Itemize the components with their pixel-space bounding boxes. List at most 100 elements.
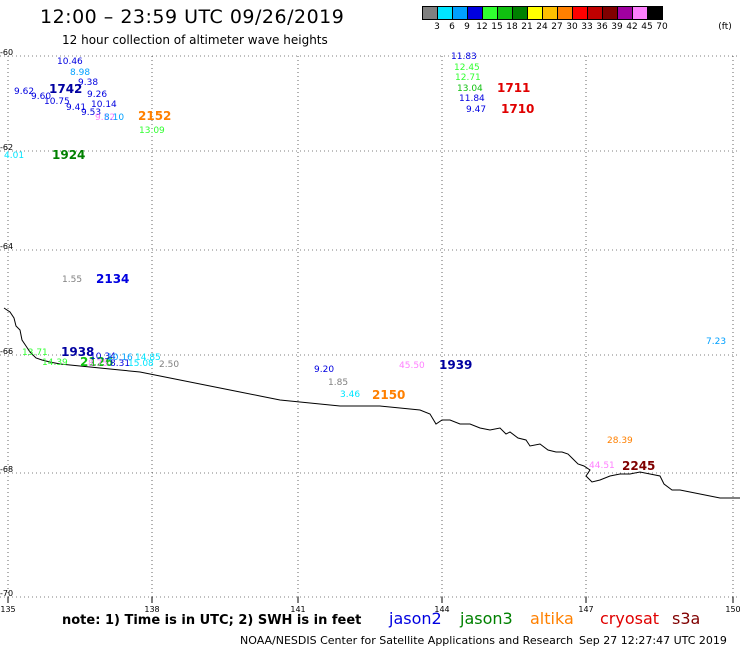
graticule: 135 138 141 144 147 150 -60 -62 -64 -66 -68 -70 xyxy=(0,48,740,614)
color-swatch xyxy=(557,6,573,20)
observation-wave-height: 8.31 xyxy=(110,359,130,369)
observation-wave-height: 10.34 xyxy=(90,352,116,362)
color-scale-label: 6 xyxy=(449,22,455,32)
observation-wave-height: 15.08 xyxy=(128,359,154,369)
observation-wave-height: 44.51 xyxy=(589,461,615,471)
observation-wave-height: 12.71 xyxy=(455,73,481,83)
color-swatch xyxy=(617,6,633,20)
observation-wave-height: 9.60 xyxy=(31,92,51,102)
latitude-tick-label: -68 xyxy=(0,465,13,474)
observation-wave-height: 8.10 xyxy=(104,113,124,123)
observation-wave-height: 13.04 xyxy=(457,84,483,94)
longitude-tick-label: 138 xyxy=(144,605,159,614)
latitude-tick-label: -62 xyxy=(0,143,13,152)
color-swatch xyxy=(512,6,528,20)
color-scale-label: 36 xyxy=(596,22,608,32)
observation-wave-height: 14.85 xyxy=(135,353,161,363)
observation-wave-height: 10.75 xyxy=(44,97,70,107)
longitude-tick-label: 150 xyxy=(725,605,740,614)
color-scale-label: 27 xyxy=(551,22,563,32)
observation-time-label: 1939 xyxy=(439,358,472,372)
observation-wave-height: 8.75 xyxy=(88,359,108,369)
longitude-tick-label: 144 xyxy=(434,605,449,614)
satellite-legend-item: jason3 xyxy=(460,609,513,628)
color-scale-label: 70 xyxy=(656,22,668,32)
observation-wave-height: 10.14 xyxy=(91,100,117,110)
color-swatch xyxy=(422,6,438,20)
longitude-tick-label: 141 xyxy=(290,605,305,614)
observation-wave-height: 11.83 xyxy=(451,52,477,62)
satellite-legend-item: jason2 xyxy=(389,609,442,628)
latitude-tick-label: -64 xyxy=(0,242,13,251)
latitude-tick-label: -70 xyxy=(0,589,13,598)
antarctic-coastline xyxy=(3,307,740,499)
observation-wave-height: 9.38 xyxy=(78,78,98,88)
latitude-tick-label: -66 xyxy=(0,347,13,356)
color-swatch xyxy=(542,6,558,20)
observation-wave-height: 9.47 xyxy=(466,105,486,115)
observation-wave-height: 45.50 xyxy=(399,361,425,371)
observation-wave-height: 9.52 xyxy=(95,113,115,123)
observation-wave-height: 9.26 xyxy=(87,90,107,100)
color-scale-label: 45 xyxy=(641,22,653,32)
observation-wave-height: 13.71 xyxy=(22,348,48,358)
color-scale-label: 12 xyxy=(476,22,488,32)
color-swatch xyxy=(647,6,663,20)
observation-wave-height: 7.23 xyxy=(706,337,726,347)
page-subtitle: 12 hour collection of altimeter wave hei… xyxy=(62,33,328,47)
observation-wave-height: 10.16 xyxy=(107,353,133,363)
observation-time-label: 2134 xyxy=(96,272,129,286)
color-swatch xyxy=(467,6,483,20)
satellite-legend-item: altika xyxy=(530,609,574,628)
color-swatch xyxy=(632,6,648,20)
observation-time-label: 2126 xyxy=(80,355,113,369)
observation-wave-height: 9.62 xyxy=(14,87,34,97)
color-scale-label: 39 xyxy=(611,22,623,32)
color-swatch xyxy=(587,6,603,20)
observation-wave-height: 3.46 xyxy=(340,390,360,400)
timestamp: Sep 27 12:27:47 UTC 2019 xyxy=(579,634,727,647)
satellite-legend-item: cryosat xyxy=(600,609,660,628)
color-swatch xyxy=(527,6,543,20)
observation-wave-height: 13.09 xyxy=(139,126,165,136)
color-swatch xyxy=(452,6,468,20)
longitude-tick-label: 147 xyxy=(578,605,593,614)
wave-height-color-scale xyxy=(422,6,663,20)
observation-wave-height: 1.85 xyxy=(328,378,348,388)
observation-wave-height: 2.50 xyxy=(159,360,179,370)
observation-time-label: 1742 xyxy=(49,82,82,96)
color-scale-label: 24 xyxy=(536,22,548,32)
credit-line: NOAA/NESDIS Center for Satellite Applica… xyxy=(240,634,574,647)
longitude-tick-label: 135 xyxy=(0,605,15,614)
color-scale-label: 30 xyxy=(566,22,578,32)
observation-time-label: 1710 xyxy=(501,102,534,116)
footer-note: note: 1) Time is in UTC; 2) SWH is in fe… xyxy=(62,613,362,628)
color-scale-label: 3 xyxy=(434,22,440,32)
color-swatch xyxy=(572,6,588,20)
color-scale-label: 42 xyxy=(626,22,638,32)
color-swatch xyxy=(497,6,513,20)
observation-wave-height: 9.53 xyxy=(81,108,101,118)
observation-wave-height: 14.39 xyxy=(42,358,68,368)
observation-wave-height: 1.55 xyxy=(62,275,82,285)
observation-time-label: 2152 xyxy=(138,109,171,123)
page-title: 12:00 – 23:59 UTC 09/26/2019 xyxy=(40,6,345,28)
observation-wave-height: 10.46 xyxy=(57,57,83,67)
color-swatch xyxy=(602,6,618,20)
observation-wave-height: 11.84 xyxy=(459,94,485,104)
observation-time-label: 1711 xyxy=(497,81,530,95)
color-scale-unit: (ft) xyxy=(718,22,732,32)
observation-wave-height: 12.45 xyxy=(454,63,480,73)
observation-time-label: 1938 xyxy=(61,345,94,359)
observation-wave-height: 9.41 xyxy=(66,103,86,113)
observation-wave-height: 4.01 xyxy=(4,151,24,161)
observation-time-label: 1924 xyxy=(52,148,85,162)
latitude-tick-label: -60 xyxy=(0,48,13,57)
observation-wave-height: 8.98 xyxy=(70,68,90,78)
color-swatch xyxy=(437,6,453,20)
color-scale-label: 15 xyxy=(491,22,503,32)
observation-wave-height: 28.39 xyxy=(607,436,633,446)
